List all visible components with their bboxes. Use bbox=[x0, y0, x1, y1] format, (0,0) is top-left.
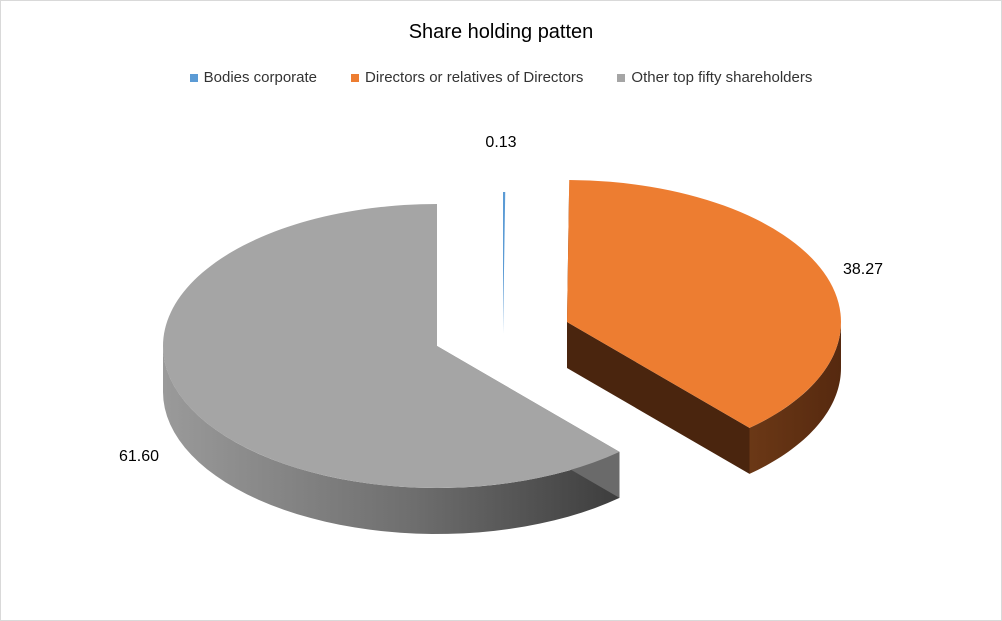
pie-slice-directors bbox=[567, 180, 842, 428]
legend-label-other-top-fifty: Other top fifty shareholders bbox=[631, 69, 813, 86]
data-label-bodies-corporate: 0.13 bbox=[485, 134, 516, 151]
pie-slice-bodies-corporate bbox=[503, 192, 506, 334]
chart-title: Share holding patten bbox=[408, 21, 594, 43]
legend-label-bodies-corporate: Bodies corporate bbox=[203, 69, 318, 86]
pie-slice-other-top-fifty bbox=[162, 204, 620, 488]
legend-swatch-directors bbox=[351, 73, 360, 82]
pie-side-directors bbox=[749, 322, 841, 474]
legend-item-other-top-fifty: Other top fifty shareholders bbox=[617, 69, 812, 86]
legend-swatch-other-top-fifty bbox=[617, 73, 626, 82]
legend-item-directors: Directors or relatives of Directors bbox=[351, 69, 583, 86]
legend-item-bodies-corporate: Bodies corporate bbox=[189, 69, 318, 86]
legend-swatch-bodies-corporate bbox=[189, 73, 198, 82]
data-label-directors: 38.27 bbox=[843, 261, 883, 278]
legend-label-directors: Directors or relatives of Directors bbox=[365, 69, 584, 86]
data-label-other-top-fifty: 61.60 bbox=[119, 448, 159, 465]
pie-cut-directors-1 bbox=[567, 322, 750, 474]
legend: Bodies corporate Directors or relatives … bbox=[1, 69, 1001, 86]
pie-side-other-top-fifty bbox=[163, 346, 620, 534]
